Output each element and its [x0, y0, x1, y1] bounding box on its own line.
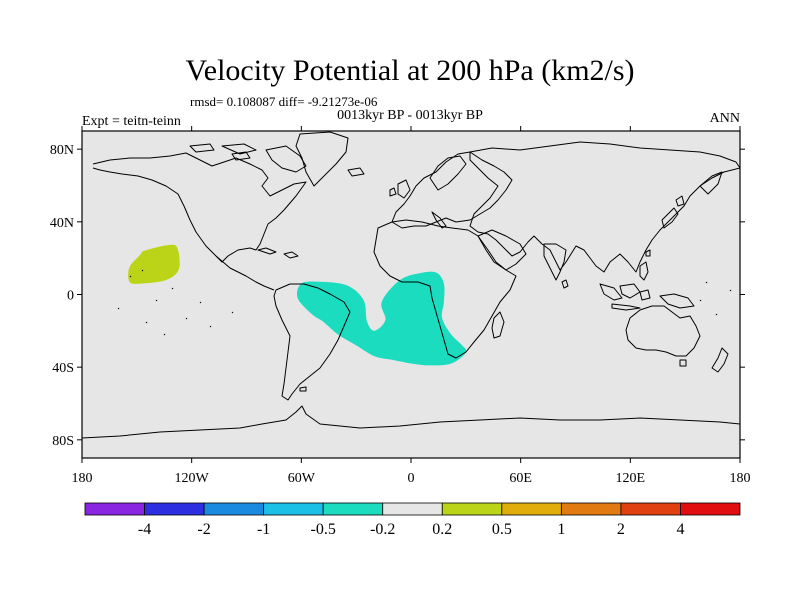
coast-pacific-islands	[117, 269, 732, 336]
colorbar-label: 0.5	[492, 521, 512, 538]
lat-tick-label: 40S	[52, 361, 74, 376]
lon-tick-label: 0	[408, 471, 415, 486]
colorbar-label: 4	[676, 521, 684, 538]
coast-madagascar	[491, 311, 505, 339]
coast-cuba	[257, 247, 277, 255]
lat-tick-label: 80N	[50, 143, 74, 158]
colorbar-swatch	[144, 502, 205, 516]
coast-sri-lanka	[561, 279, 569, 289]
colorbar-label: -4	[138, 521, 151, 538]
colorbar-swatch	[84, 502, 145, 516]
lon-tick-label: 120W	[175, 471, 210, 486]
lat-tick-label: 80S	[52, 434, 74, 449]
colorbar-label: 0.2	[432, 521, 452, 538]
lon-tick-label: 180	[72, 471, 93, 486]
lon-tick-label: 60W	[288, 471, 316, 486]
negative-anomaly-south-atlantic	[296, 271, 467, 366]
coast-north-america	[92, 152, 307, 263]
world-map: 80N 40N 0 40S 80S 180 120W 60W 0 60E 120E 180	[50, 126, 751, 486]
coast-asia	[469, 141, 740, 273]
coast-british-isles	[389, 179, 411, 199]
colorbar-label: -2	[197, 521, 210, 538]
colorbar-swatch	[501, 502, 562, 516]
coast-antarctica	[82, 405, 740, 439]
coast-southeast-asia-islands	[599, 283, 695, 311]
coast-iceland	[347, 167, 365, 177]
season-label: ANN	[710, 111, 740, 126]
coast-taiwan	[645, 249, 651, 257]
experiment-label: Expt = teitn-teinn	[82, 114, 181, 129]
lat-tick-label: 40N	[50, 216, 74, 231]
coastlines	[82, 131, 740, 439]
colorbar-swatch	[680, 502, 741, 516]
coast-new-zealand	[711, 347, 729, 373]
stats-line: rmsd= 0.108087 diff= -9.21273e-06	[190, 94, 378, 109]
colorbar-swatch	[263, 502, 324, 516]
coast-philippines	[639, 261, 649, 281]
coast-australia	[625, 305, 701, 357]
coast-greenland	[295, 131, 349, 187]
period-label: 0013kyr BP - 0013kyr BP	[337, 108, 483, 123]
longitude-axis: 180 120W 60W 0 60E 120E 180	[72, 126, 751, 486]
colorbar-label: -0.5	[311, 521, 336, 538]
coast-south-america	[273, 283, 351, 401]
colorbar-label: 1	[557, 521, 565, 538]
colorbar-swatch	[322, 502, 384, 516]
plot-title: Velocity Potential at 200 hPa (km2/s)	[185, 54, 634, 87]
coast-falklands	[299, 386, 307, 392]
positive-anomaly-north-pacific	[128, 244, 180, 284]
latitude-axis: 80N 40N 0 40S 80S	[50, 143, 745, 449]
colorbar-swatch	[620, 502, 681, 516]
colorbar-swatch	[560, 502, 622, 516]
coast-arabia	[477, 229, 527, 271]
colorbar-label: 2	[617, 521, 625, 538]
colorbar-swatch	[203, 502, 265, 516]
coast-japan	[661, 195, 685, 229]
coast-arctic-islands	[189, 143, 257, 161]
coast-mexico-central-america	[215, 255, 275, 291]
colorbar-label: -0.2	[370, 521, 395, 538]
colorbar-swatch	[441, 502, 503, 516]
coast-tasmania	[679, 359, 687, 367]
colorbar-swatch	[382, 502, 443, 516]
lat-tick-label: 0	[67, 289, 74, 304]
coast-africa	[373, 219, 517, 359]
coast-india	[543, 243, 567, 281]
lon-tick-label: 120E	[616, 471, 646, 486]
colorbar: -4 -2 -1 -0.5 -0.2 0.2 0.5 1 2 4	[84, 502, 741, 538]
colorbar-label: -1	[257, 521, 270, 538]
coast-hispaniola	[283, 251, 299, 259]
lon-tick-label: 60E	[509, 471, 532, 486]
coast-europe	[391, 151, 513, 229]
lon-tick-label: 180	[730, 471, 751, 486]
coast-sakhalin-kamchatka	[699, 171, 723, 195]
coast-baffin	[265, 145, 307, 173]
coast-scandinavia	[429, 155, 467, 191]
